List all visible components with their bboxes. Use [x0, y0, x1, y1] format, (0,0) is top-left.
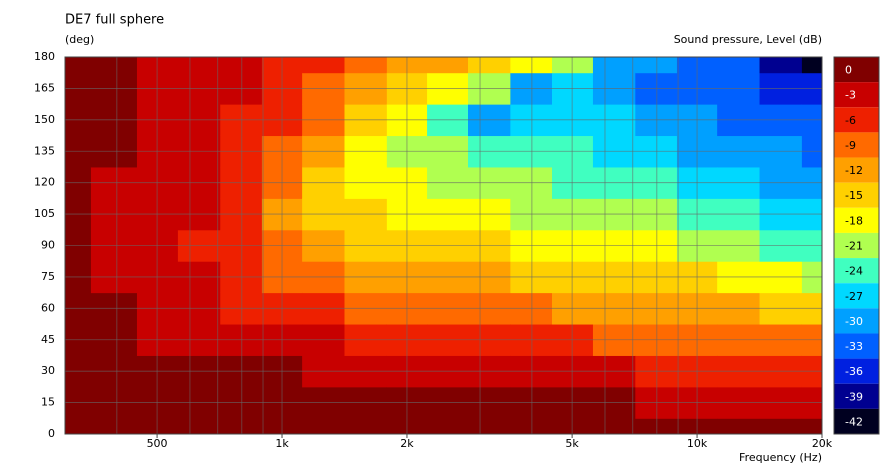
heat-cell [510, 418, 553, 435]
colorbar-frame [833, 56, 880, 435]
heat-cell [801, 57, 823, 74]
y-tick-label: 105 [34, 207, 55, 220]
y-tick-label: 75 [41, 270, 55, 283]
heat-cell [136, 418, 179, 435]
y-tick-label: 0 [48, 427, 55, 440]
colorbar-label: -12 [845, 164, 863, 177]
colorbar-swatch [834, 57, 879, 83]
x-tick-label: 10k [687, 437, 708, 450]
colorbar-label: -15 [845, 189, 863, 202]
x-tick-label: 20k [812, 437, 833, 450]
colorbar-swatch [834, 283, 879, 309]
heat-cell [90, 418, 138, 435]
colorbar-label: 0 [845, 64, 852, 77]
heat-cell [344, 418, 388, 435]
heat-cell [468, 57, 511, 74]
heat-cell [302, 418, 345, 435]
y-tick-label: 135 [34, 144, 55, 157]
colorbar-swatch [834, 157, 879, 183]
y-tick-label: 180 [34, 50, 55, 63]
heat-cell [220, 57, 263, 74]
colorbar-swatch [834, 207, 879, 233]
heat-cell [427, 418, 469, 435]
colorbar-label: -3 [845, 89, 856, 102]
colorbar-label: Sound pressure, Level (dB) [674, 33, 822, 46]
colorbar-label: -27 [845, 290, 863, 303]
y-tick-label: 150 [34, 113, 55, 126]
heat-cell [220, 418, 263, 435]
colorbar-label: -9 [845, 139, 856, 152]
heat-cell [510, 57, 553, 74]
colorbar-swatch [834, 358, 879, 384]
heat-cell [136, 57, 179, 74]
x-axis-label: Frequency (Hz) [739, 451, 822, 464]
heat-cell [427, 57, 469, 74]
colorbar-label: -24 [845, 265, 863, 278]
heat-cell [302, 57, 345, 74]
heat-cell [65, 57, 92, 74]
colorbar-label: -33 [845, 340, 863, 353]
heat-cell [759, 57, 803, 74]
y-axis-label: (deg) [65, 33, 94, 46]
colorbar-swatch [834, 383, 879, 409]
x-tick-label: 2k [400, 437, 414, 450]
heat-cell [65, 418, 92, 435]
colorbar-label: -18 [845, 214, 863, 227]
y-tick-label: 30 [41, 364, 55, 377]
colorbar-swatch [834, 308, 879, 334]
heat-cell [635, 418, 678, 435]
colorbar-swatch [834, 333, 879, 359]
heat-cell [592, 418, 636, 435]
colorbar-label: -42 [845, 415, 863, 428]
y-tick-label: 60 [41, 301, 55, 314]
colorbar-label: -36 [845, 365, 863, 378]
colorbar-swatch [834, 232, 879, 259]
chart-title: DE7 full sphere [65, 13, 164, 28]
colorbar-label: -39 [845, 390, 863, 403]
heat-cell [635, 57, 678, 74]
colorbar-label: -6 [845, 114, 856, 127]
heat-cell [177, 418, 221, 435]
heat-cell [717, 418, 761, 435]
colorbar-swatch [834, 82, 879, 108]
colorbar-swatch [834, 258, 879, 284]
y-tick-label: 165 [34, 81, 55, 94]
heat-cell [90, 57, 138, 74]
x-tick-label: 1k [275, 437, 289, 450]
y-tick-label: 120 [34, 176, 55, 189]
heat-cell [177, 57, 221, 74]
colorbar-swatch [834, 408, 879, 434]
heat-cell [759, 418, 803, 435]
heat-cell [717, 57, 761, 74]
y-tick-label: 15 [41, 396, 55, 409]
colorbar-label: -21 [845, 240, 863, 253]
x-tick-label: 500 [147, 437, 168, 450]
colorbar-swatch [834, 107, 879, 133]
colorbar-swatch [834, 132, 879, 158]
y-tick-label: 45 [41, 333, 55, 346]
colorbar: 0 -3 -6 -9 -12 -15 -18 -21 -24 -27 -30 -33 -36 -39 -42 [833, 56, 880, 435]
heat-cell [592, 57, 636, 74]
colorbar-label: -30 [845, 315, 863, 328]
x-tick-label: 5k [565, 437, 579, 450]
y-tick-label: 90 [41, 239, 55, 252]
heat-cell [552, 57, 594, 74]
colorbar-swatch [834, 182, 879, 208]
plot-frame [64, 56, 823, 435]
heat-cell [344, 57, 388, 74]
heat-cell [552, 418, 594, 435]
heat-cell [801, 418, 823, 435]
heat-cell [468, 418, 511, 435]
